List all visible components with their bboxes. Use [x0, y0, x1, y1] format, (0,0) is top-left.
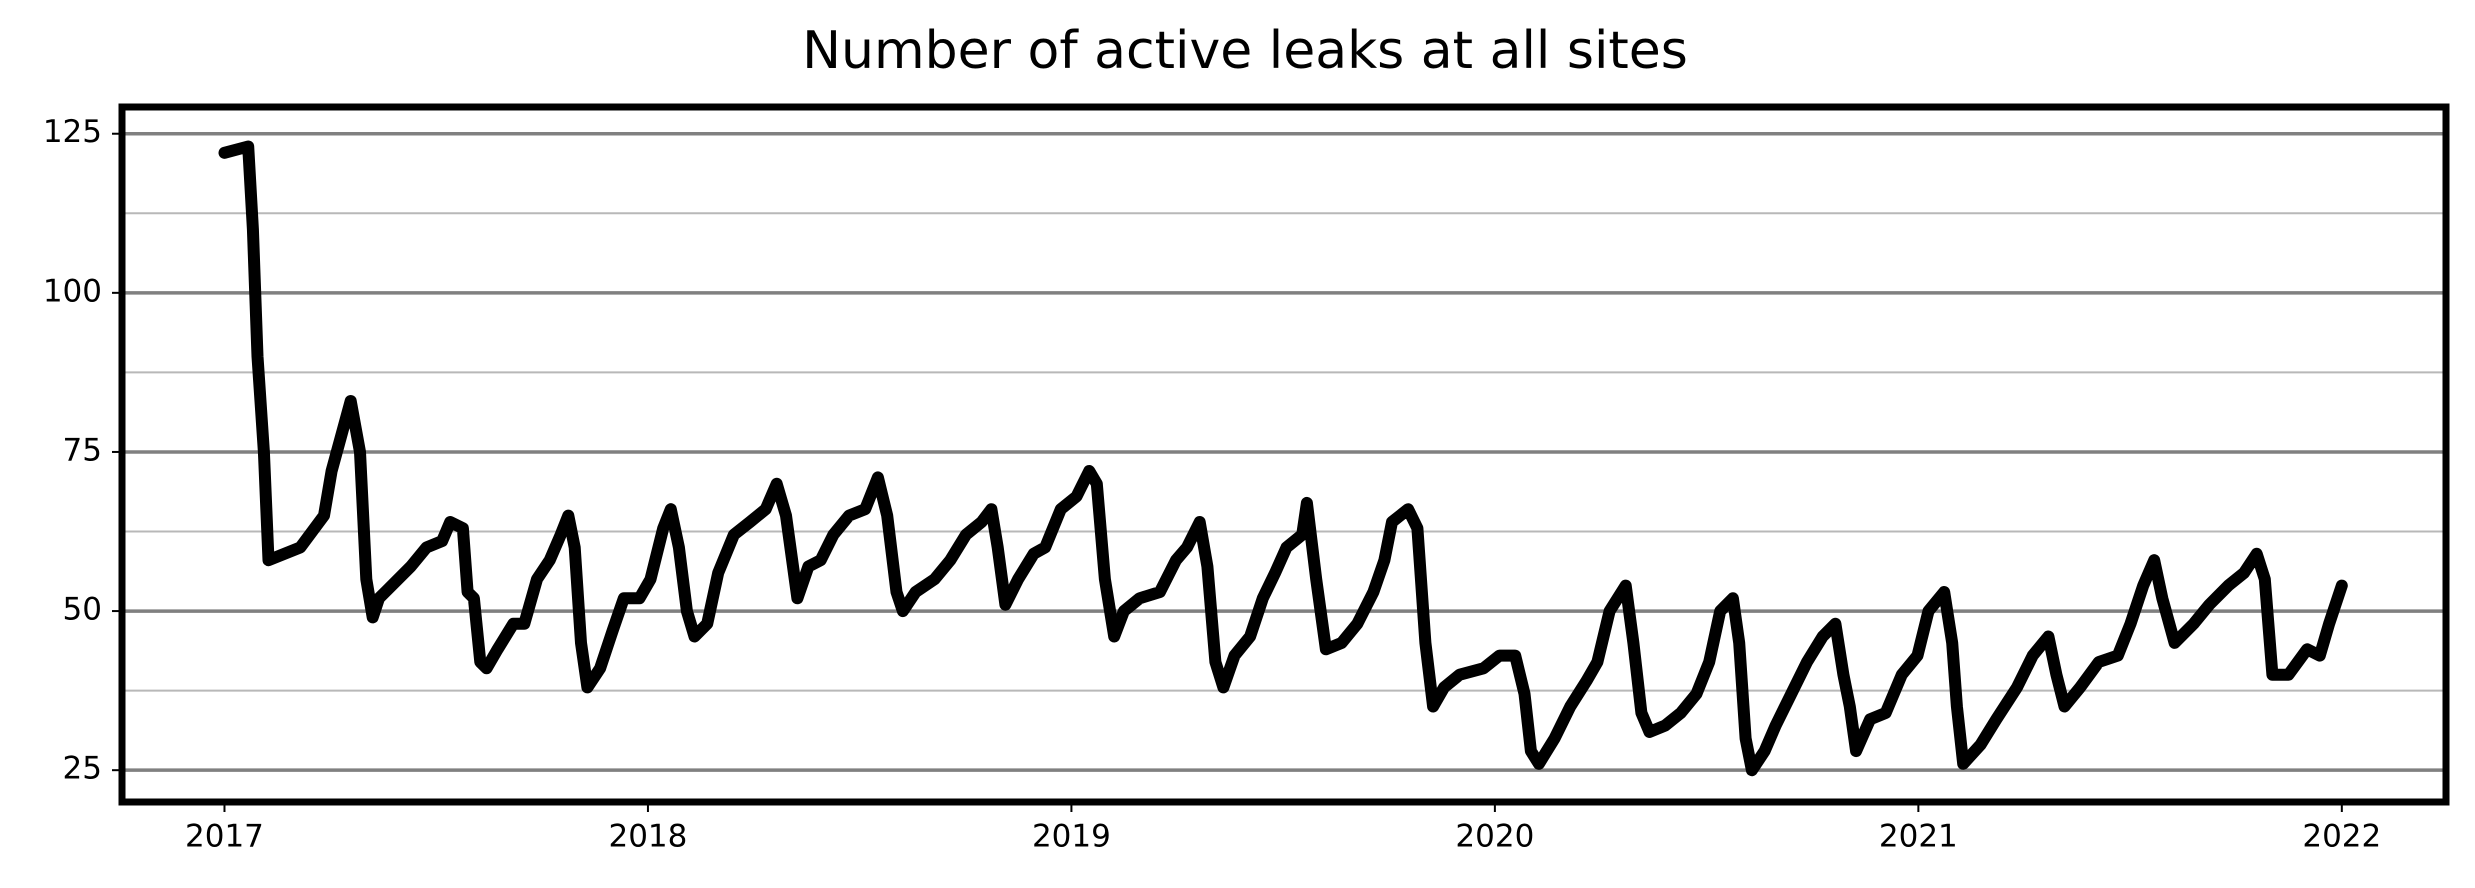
x-tick-label: 2022: [2302, 819, 2381, 855]
y-tick-label: 125: [43, 114, 102, 150]
y-tick-label: 25: [63, 751, 102, 787]
x-tick-label: 2019: [1032, 819, 1111, 855]
x-tick-label: 2018: [608, 819, 687, 855]
x-tick-label: 2021: [1879, 819, 1958, 855]
y-tick-label: 100: [43, 273, 102, 309]
chart-title: Number of active leaks at all sites: [802, 21, 1688, 81]
data-line: [218, 140, 2348, 777]
x-tick-label: 2020: [1455, 819, 1534, 855]
y-tick-label: 75: [63, 432, 102, 468]
x-tick-label: 2017: [185, 819, 264, 855]
y-tick-label: 50: [63, 592, 102, 628]
plot-frame: [118, 103, 2450, 806]
